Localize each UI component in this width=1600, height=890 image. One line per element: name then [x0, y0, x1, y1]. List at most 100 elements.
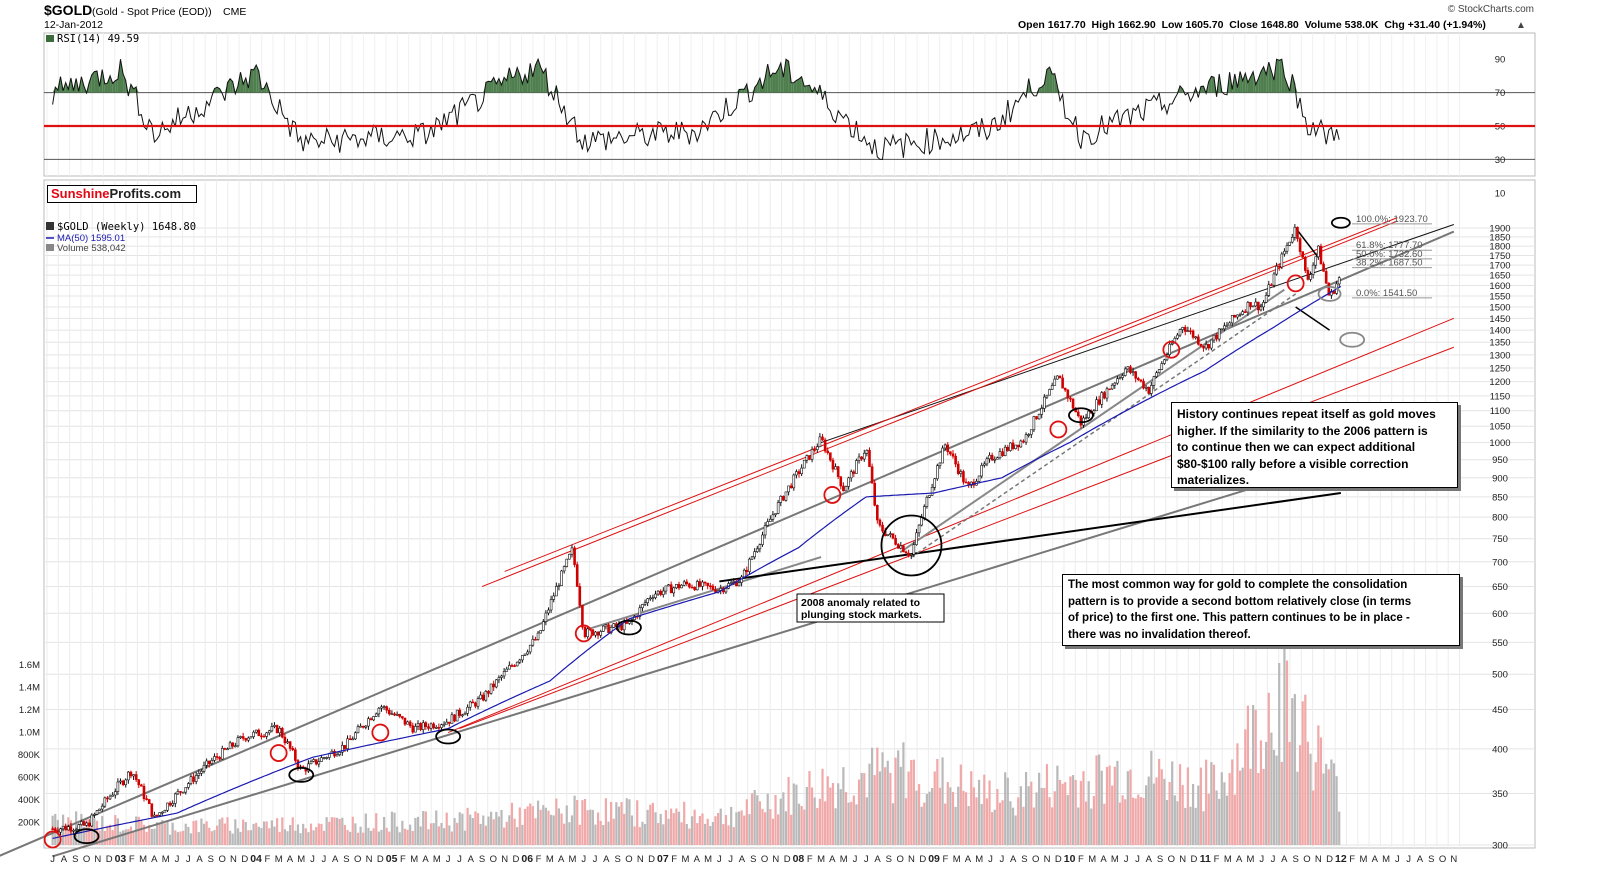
volume-bar	[239, 832, 241, 845]
time-axis-label: N	[1179, 854, 1186, 865]
volume-bar	[819, 799, 821, 845]
candle-body	[242, 736, 244, 738]
volume-bar	[923, 803, 925, 845]
volume-bar	[232, 834, 234, 845]
candle-body	[882, 525, 884, 531]
volume-bar	[759, 801, 761, 845]
time-axis-label: M	[297, 854, 305, 865]
candle-body	[1239, 314, 1241, 315]
volume-bar	[1093, 796, 1095, 845]
volume-bar	[537, 801, 539, 845]
volume-bar	[1197, 786, 1199, 845]
volume-bar	[524, 809, 526, 845]
volume-bar	[808, 771, 810, 845]
candle-body	[80, 821, 82, 824]
candle-body	[195, 775, 197, 781]
volume-bar	[576, 800, 578, 845]
sunshine-profits-logo: SunshineProfits.com	[47, 185, 197, 203]
candle-body	[1169, 344, 1171, 354]
candle-body	[133, 775, 135, 776]
ma50-line	[53, 287, 1341, 839]
candle-body	[503, 671, 505, 676]
candle-body	[193, 777, 195, 782]
candle-body	[1195, 337, 1197, 338]
price-tick-label: 1150	[1490, 391, 1510, 402]
time-axis-label: 08	[793, 853, 805, 865]
time-axis-label: O	[354, 854, 361, 865]
time-axis-label: D	[1326, 854, 1333, 865]
long-term-channel-upper	[0, 232, 1454, 863]
candle-body	[900, 546, 902, 548]
candle-body	[78, 825, 80, 830]
candle-body	[756, 549, 758, 552]
candle-body	[433, 724, 435, 728]
candle-body	[232, 743, 234, 746]
candle-body	[1096, 400, 1098, 411]
candle-body	[892, 534, 894, 539]
volume-bar	[785, 811, 787, 845]
candle-body	[1203, 346, 1205, 348]
volume-bar	[1184, 808, 1186, 845]
volume-bar	[250, 830, 252, 845]
candle-body	[109, 796, 111, 799]
volume-bar	[741, 810, 743, 845]
volume-bar	[829, 788, 831, 845]
candle-body	[746, 570, 748, 571]
candle-body	[1286, 245, 1288, 251]
volume-bar	[600, 821, 602, 845]
volume-bar	[894, 758, 896, 845]
candle-body	[519, 660, 521, 662]
time-axis-label: 06	[521, 853, 533, 865]
volume-bar	[553, 815, 555, 845]
volume-bar	[1304, 695, 1306, 845]
volume-bar	[396, 827, 398, 845]
candle-body	[438, 727, 440, 728]
candle-body	[1036, 416, 1038, 418]
rsi-overbought-area	[773, 73, 776, 93]
candle-body	[174, 794, 176, 804]
volume-bar	[1195, 808, 1197, 845]
candle-body	[1281, 254, 1283, 267]
volume-bar	[902, 742, 904, 845]
time-axis-label: D	[241, 854, 248, 865]
candle-body	[707, 583, 709, 586]
time-axis-label: 12	[1335, 853, 1347, 865]
candle-body	[1265, 295, 1267, 302]
candle-body	[200, 771, 202, 773]
time-axis-label: M	[840, 854, 848, 865]
volume-bar	[931, 788, 933, 845]
time-axis-label: A	[829, 854, 836, 865]
candle-body	[858, 457, 860, 461]
time-axis-label: J	[457, 854, 462, 865]
volume-bar	[52, 816, 54, 845]
time-axis-label: M	[975, 854, 983, 865]
candle-body	[213, 757, 215, 761]
time-axis-label: D	[648, 854, 655, 865]
candle-body	[412, 726, 414, 732]
candle-body	[1226, 325, 1228, 326]
volume-bar	[125, 829, 127, 845]
volume-bar	[359, 827, 361, 845]
volume-bar	[1286, 661, 1288, 845]
candle-body	[404, 718, 406, 724]
time-axis-label: O	[490, 854, 497, 865]
candle-body	[1302, 252, 1304, 258]
fib-level-label: 100.0%: 1923.70	[1356, 214, 1428, 225]
volume-bar	[386, 828, 388, 845]
candle-body	[915, 533, 917, 545]
candle-body	[1020, 441, 1022, 447]
candle-body	[511, 665, 513, 666]
candle-body	[127, 772, 129, 780]
volume-bar	[913, 760, 915, 845]
candle-body	[440, 725, 442, 728]
volume-bar	[1229, 773, 1231, 845]
candle-body	[1283, 251, 1285, 254]
candle-body	[469, 702, 471, 707]
candle-body	[840, 477, 842, 486]
volume-bar	[587, 810, 589, 845]
volume-bar	[1257, 773, 1259, 845]
volume-bar	[185, 824, 187, 845]
volume-bar	[229, 831, 231, 845]
volume-bar	[733, 827, 735, 845]
